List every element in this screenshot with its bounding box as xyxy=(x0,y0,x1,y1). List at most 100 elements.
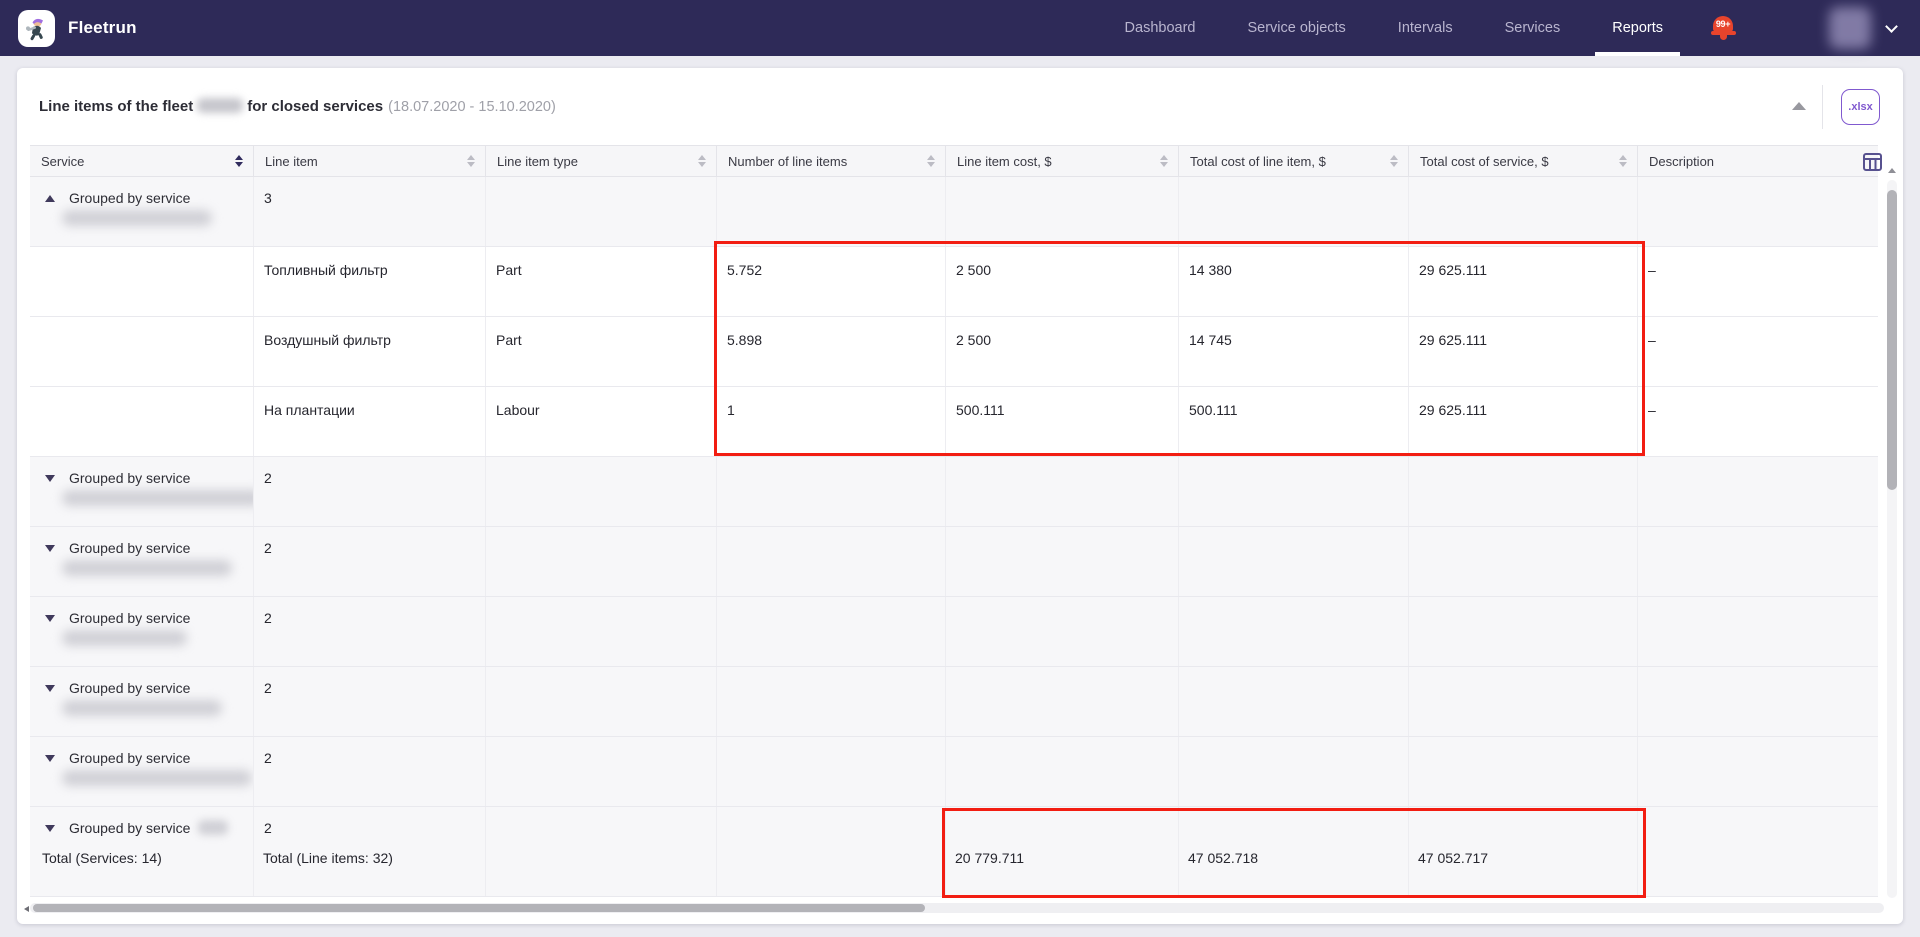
cell-total-cost-of-line-item: 14 380 xyxy=(1178,247,1408,316)
table-row-group[interactable]: Grouped by service 2 xyxy=(30,667,1878,737)
user-avatar[interactable] xyxy=(1829,7,1871,49)
column-chooser-icon[interactable] xyxy=(1863,153,1882,176)
sort-icon xyxy=(927,155,935,167)
column-header-number-of-line-items[interactable]: Number of line items xyxy=(716,146,945,176)
total-line-items: Total (Line items: 32) xyxy=(263,850,393,866)
table-row-detail: На плантации Labour 1 500.111 500.111 29… xyxy=(30,387,1878,457)
table-row-group[interactable]: Grouped by service 2 xyxy=(30,527,1878,597)
collapse-report-button[interactable] xyxy=(1792,102,1806,110)
table-row-group[interactable]: Grouped by service 2 xyxy=(30,597,1878,667)
redacted-service-name xyxy=(62,770,252,786)
scroll-up-arrow-icon[interactable] xyxy=(1888,168,1896,173)
export-xlsx-button[interactable]: .xlsx xyxy=(1841,89,1880,125)
redacted-service-name xyxy=(198,820,228,835)
total-cost-of-service: 47 052.717 xyxy=(1418,850,1488,866)
group-line-item-count: 2 xyxy=(253,667,485,736)
expand-group-icon[interactable] xyxy=(45,475,55,482)
cell-line-item-type: Part xyxy=(485,317,716,386)
cell-number-of-line-items: 5.752 xyxy=(716,247,945,316)
cell-line-item-cost: 2 500 xyxy=(945,317,1178,386)
nav-reports[interactable]: Reports xyxy=(1612,0,1663,56)
mascot-icon xyxy=(24,15,50,41)
divider xyxy=(1822,85,1823,129)
total-cost-of-line-item: 47 052.718 xyxy=(1188,850,1258,866)
table-row-detail: Топливный фильтр Part 5.752 2 500 14 380… xyxy=(30,247,1878,317)
group-line-item-count: 2 xyxy=(253,457,485,526)
table-row-group[interactable]: Grouped by service 2 xyxy=(30,457,1878,527)
expand-group-icon[interactable] xyxy=(45,755,55,762)
brand-title: Fleetrun xyxy=(68,18,137,38)
cell-description: – xyxy=(1637,387,1878,456)
cell-total-cost-of-service: 29 625.111 xyxy=(1408,317,1637,386)
column-header-total-cost-of-line-item[interactable]: Total cost of line item, $ xyxy=(1178,146,1408,176)
cell-line-item-cost: 500.111 xyxy=(945,387,1178,456)
column-header-line-item-cost[interactable]: Line item cost, $ xyxy=(945,146,1178,176)
report-header: Line items of the fleet for closed servic… xyxy=(17,68,1903,145)
report-table: Service Line item Line item type Number … xyxy=(30,145,1878,897)
table-row-detail: Воздушный фильтр Part 5.898 2 500 14 745… xyxy=(30,317,1878,387)
cell-total-cost-of-service: 29 625.111 xyxy=(1408,387,1637,456)
sort-icon xyxy=(1619,155,1627,167)
redacted-fleet-name xyxy=(197,98,243,113)
app-logo[interactable] xyxy=(18,10,55,47)
column-header-line-item[interactable]: Line item xyxy=(253,146,485,176)
report-date-range: (18.07.2020 - 15.10.2020) xyxy=(388,99,556,115)
screen: Fleetrun Dashboard Service objects Inter… xyxy=(0,0,1920,937)
report-card: Line items of the fleet for closed servic… xyxy=(17,68,1903,924)
cell-total-cost-of-line-item: 500.111 xyxy=(1178,387,1408,456)
cell-line-item: Топливный фильтр xyxy=(253,247,485,316)
chevron-down-icon[interactable] xyxy=(1885,20,1898,33)
nav-intervals[interactable]: Intervals xyxy=(1398,0,1453,56)
expand-group-icon[interactable] xyxy=(45,685,55,692)
cell-description: – xyxy=(1637,247,1878,316)
group-line-item-count: 2 xyxy=(253,597,485,666)
expand-group-icon[interactable] xyxy=(45,615,55,622)
nav-service-objects[interactable]: Service objects xyxy=(1247,0,1345,56)
cell-number-of-line-items: 5.898 xyxy=(716,317,945,386)
expand-group-icon[interactable] xyxy=(45,825,55,832)
title-prefix: Line items of the fleet xyxy=(39,98,193,115)
sort-ascending-icon xyxy=(235,155,243,167)
redacted-service-name xyxy=(62,630,187,646)
notifications-count-badge: 99+ xyxy=(1716,19,1730,29)
redacted-service-name xyxy=(62,700,222,716)
redacted-service-name xyxy=(62,210,212,226)
table-row-group[interactable]: Grouped by service 2 xyxy=(30,737,1878,807)
top-navbar: Fleetrun Dashboard Service objects Inter… xyxy=(0,0,1920,56)
horizontal-scrollbar-thumb[interactable] xyxy=(33,904,925,912)
notifications-bell-icon[interactable]: 99+ xyxy=(1709,13,1737,43)
column-header-service[interactable]: Service xyxy=(30,146,253,176)
cell-line-item: Воздушный фильтр xyxy=(253,317,485,386)
cell-description: – xyxy=(1637,317,1878,386)
redacted-service-name xyxy=(62,560,232,576)
total-line-item-cost: 20 779.711 xyxy=(955,850,1024,866)
group-line-item-count: 2 xyxy=(253,527,485,596)
title-suffix: for closed services xyxy=(247,98,383,115)
nav-services[interactable]: Services xyxy=(1505,0,1561,56)
cell-line-item-type: Labour xyxy=(485,387,716,456)
column-header-description[interactable]: Description xyxy=(1637,146,1878,176)
group-line-item-count: 3 xyxy=(253,177,485,246)
redacted-service-name xyxy=(62,490,253,506)
nav-dashboard[interactable]: Dashboard xyxy=(1125,0,1196,56)
group-line-item-count: 2 xyxy=(253,737,485,806)
column-header-line-item-type[interactable]: Line item type xyxy=(485,146,716,176)
cell-total-cost-of-line-item: 14 745 xyxy=(1178,317,1408,386)
cell-line-item: На плантации xyxy=(253,387,485,456)
cell-line-item-type: Part xyxy=(485,247,716,316)
total-services: Total (Services: 14) xyxy=(42,850,162,866)
table-row-group[interactable]: Grouped by service 3 xyxy=(30,177,1878,247)
page-title: Line items of the fleet for closed servic… xyxy=(39,98,556,115)
expand-group-icon[interactable] xyxy=(45,545,55,552)
sort-icon xyxy=(698,155,706,167)
collapse-group-icon[interactable] xyxy=(45,195,55,202)
bell-shape xyxy=(1720,35,1727,40)
sort-icon xyxy=(1160,155,1168,167)
table-row-group-with-totals[interactable]: Grouped by service 2 Total (Services: 14… xyxy=(30,807,1878,897)
table-header-row: Service Line item Line item type Number … xyxy=(30,145,1878,177)
scroll-left-arrow-icon[interactable] xyxy=(24,906,29,912)
sort-icon xyxy=(1390,155,1398,167)
cell-total-cost-of-service: 29 625.111 xyxy=(1408,247,1637,316)
column-header-total-cost-of-service[interactable]: Total cost of service, $ xyxy=(1408,146,1637,176)
vertical-scrollbar-thumb[interactable] xyxy=(1887,190,1897,490)
